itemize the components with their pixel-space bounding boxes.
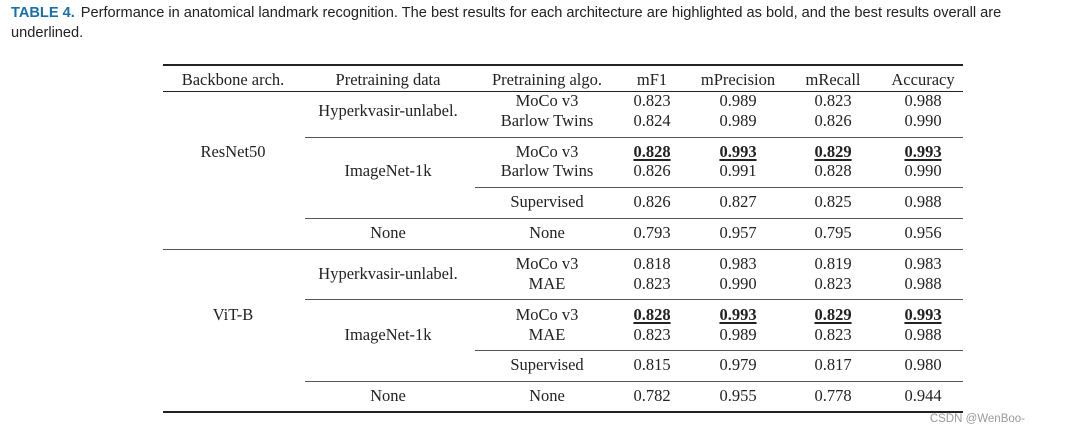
mf1-cell: 0.823 — [633, 91, 671, 110]
mf1-cell: 0.823 — [633, 274, 671, 293]
mrecall-cell: 0.828 — [814, 161, 852, 180]
mrecall-cell: 0.817 — [814, 355, 852, 374]
mf1-cell: 0.824 — [633, 111, 671, 130]
algo-cell: Supervised — [510, 355, 584, 374]
header-mprecision: mPrecision — [700, 70, 776, 89]
top-rule — [163, 64, 963, 66]
algo-cell: Barlow Twins — [500, 111, 594, 130]
data-hyperkvasir: Hyperkvasir-unlabel. — [318, 101, 458, 120]
mrecall-cell: 0.819 — [814, 254, 852, 273]
rule — [305, 218, 963, 219]
mrecall-cell: 0.826 — [814, 111, 852, 130]
algo-cell: MAE — [528, 325, 566, 344]
mprecision-cell: 0.993 — [719, 142, 757, 161]
mrecall-cell: 0.823 — [814, 274, 852, 293]
accuracy-cell: 0.990 — [904, 161, 942, 180]
mprecision-cell: 0.989 — [719, 111, 757, 130]
algo-cell: None — [529, 223, 565, 242]
header-mf1: mF1 — [636, 70, 668, 89]
group-rule — [163, 249, 963, 250]
accuracy-cell: 0.988 — [904, 192, 942, 211]
accuracy-cell: 0.990 — [904, 111, 942, 130]
backbone-vit-b: ViT-B — [212, 305, 254, 324]
mprecision-cell: 0.990 — [719, 274, 757, 293]
mf1-cell: 0.823 — [633, 325, 671, 344]
mprecision-cell: 0.983 — [719, 254, 757, 273]
mf1-cell: 0.782 — [633, 386, 671, 405]
mf1-cell: 0.828 — [633, 142, 671, 161]
header-mrecall: mRecall — [805, 70, 861, 89]
mprecision-cell: 0.989 — [719, 325, 757, 344]
mprecision-cell: 0.989 — [719, 91, 757, 110]
caption-text: Performance in anatomical landmark recog… — [11, 5, 1002, 41]
accuracy-cell: 0.993 — [904, 305, 942, 324]
mrecall-cell: 0.795 — [814, 223, 852, 242]
mprecision-cell: 0.979 — [719, 355, 757, 374]
data-none: None — [370, 386, 406, 405]
algo-cell: MoCo v3 — [515, 254, 579, 273]
header-backbone: Backbone arch. — [181, 70, 285, 89]
algo-cell: Barlow Twins — [500, 161, 594, 180]
mf1-cell: 0.793 — [633, 223, 671, 242]
header-pretraining-algo: Pretraining algo. — [492, 70, 602, 89]
data-imagenet: ImageNet-1k — [344, 325, 432, 344]
mprecision-cell: 0.993 — [719, 305, 757, 324]
mrecall-cell: 0.825 — [814, 192, 852, 211]
accuracy-cell: 0.988 — [904, 325, 942, 344]
mprecision-cell: 0.957 — [719, 223, 757, 242]
data-hyperkvasir: Hyperkvasir-unlabel. — [318, 264, 458, 283]
accuracy-cell: 0.983 — [904, 254, 942, 273]
mf1-cell: 0.826 — [633, 161, 671, 180]
mf1-cell: 0.818 — [633, 254, 671, 273]
mf1-cell: 0.828 — [633, 305, 671, 324]
algo-cell: None — [529, 386, 565, 405]
algo-cell: MAE — [528, 274, 566, 293]
accuracy-cell: 0.944 — [904, 386, 942, 405]
rule — [475, 187, 963, 188]
watermark: CSDN @WenBoo- — [929, 413, 1025, 425]
mrecall-cell: 0.829 — [814, 305, 852, 324]
algo-cell: Supervised — [510, 192, 584, 211]
mrecall-cell: 0.778 — [814, 386, 852, 405]
accuracy-cell: 0.980 — [904, 355, 942, 374]
table-caption: TABLE 4. Performance in anatomical landma… — [11, 3, 1061, 43]
rule — [305, 299, 963, 300]
mrecall-cell: 0.823 — [814, 325, 852, 344]
algo-cell: MoCo v3 — [515, 142, 579, 161]
mf1-cell: 0.815 — [633, 355, 671, 374]
algo-cell: MoCo v3 — [515, 91, 579, 110]
data-none: None — [370, 223, 406, 242]
accuracy-cell: 0.993 — [904, 142, 942, 161]
mrecall-cell: 0.823 — [814, 91, 852, 110]
accuracy-cell: 0.988 — [904, 91, 942, 110]
header-accuracy: Accuracy — [891, 70, 955, 89]
mprecision-cell: 0.827 — [719, 192, 757, 211]
accuracy-cell: 0.956 — [904, 223, 942, 242]
mrecall-cell: 0.829 — [814, 142, 852, 161]
backbone-resnet50: ResNet50 — [200, 142, 266, 161]
accuracy-cell: 0.988 — [904, 274, 942, 293]
algo-cell: MoCo v3 — [515, 305, 579, 324]
rule — [305, 381, 963, 382]
mf1-cell: 0.826 — [633, 192, 671, 211]
rule — [305, 137, 963, 138]
caption-label: TABLE 4. — [11, 5, 75, 21]
bottom-rule — [163, 411, 963, 413]
data-imagenet: ImageNet-1k — [344, 161, 432, 180]
header-rule — [163, 91, 963, 92]
header-pretraining-data: Pretraining data — [335, 70, 441, 89]
mprecision-cell: 0.991 — [719, 161, 757, 180]
rule — [475, 350, 963, 351]
mprecision-cell: 0.955 — [719, 386, 757, 405]
